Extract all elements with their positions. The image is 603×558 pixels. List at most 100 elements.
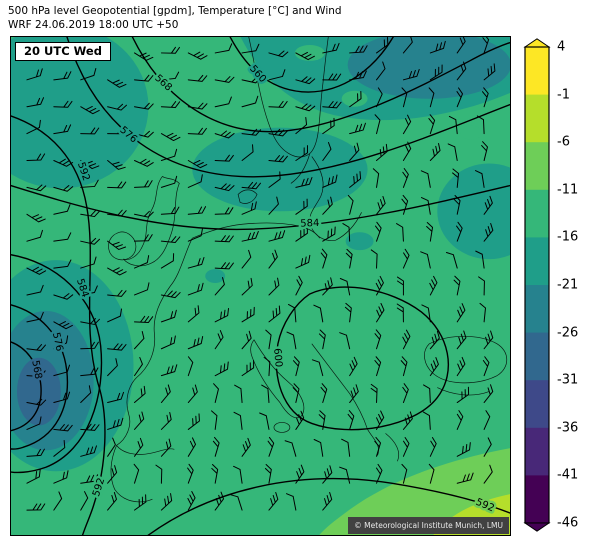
wind-barb [268, 249, 278, 269]
wind-barb [134, 330, 145, 350]
valid-time-label: 20 UTC Wed [15, 42, 111, 61]
wind-barb [402, 248, 410, 269]
colorbar-tick-label: -36 [557, 420, 579, 436]
wind-barb [268, 100, 288, 108]
wind-barb [295, 464, 305, 484]
wind-barb [187, 159, 208, 169]
wind-barb [376, 302, 385, 323]
wind-barb [134, 315, 154, 323]
wind-barb [107, 465, 118, 484]
wind-barb [376, 410, 385, 430]
wind-barb [429, 275, 438, 296]
wind-barb [420, 251, 431, 269]
wind-barb [214, 262, 234, 270]
wind-barb [349, 384, 359, 404]
wind-barb [286, 493, 297, 511]
wind-barb [456, 386, 470, 404]
wind-barb [287, 303, 297, 323]
wind-barb [295, 51, 315, 61]
wind-barb [241, 330, 252, 350]
wind-barb [375, 275, 384, 296]
wind-barb [456, 61, 467, 81]
wind-barb [402, 68, 420, 81]
wind-barb [134, 52, 154, 61]
contour-568 [131, 37, 510, 133]
wind-barb [452, 168, 460, 188]
colorbar-tick-label: 4 [557, 39, 566, 55]
wind-barb [263, 356, 271, 377]
wind-barb [80, 237, 101, 245]
title-line-1: 500 hPa level Geopotential [gpdm], Tempe… [8, 5, 342, 17]
wind-barb [187, 51, 208, 60]
wind-barb [187, 257, 205, 269]
wind-barb [107, 127, 127, 135]
wind-barb [475, 250, 485, 269]
wind-barb [349, 90, 362, 108]
wind-barb [187, 305, 200, 323]
colorbar-top-arrow [523, 38, 551, 48]
contour-592-south [147, 478, 510, 535]
wind-barb [474, 170, 485, 188]
wind-barb [313, 438, 324, 457]
wind-barb [187, 413, 200, 430]
wind-barb [376, 61, 386, 81]
wind-barb [214, 76, 235, 83]
colorbar-tick-label: -1 [557, 87, 570, 103]
wind-barb [402, 383, 409, 404]
contour-600 [275, 286, 450, 431]
wind-barb [80, 445, 97, 457]
wind-barb [241, 360, 255, 377]
wind-barb [160, 206, 180, 215]
wind-barb [26, 284, 44, 296]
wind-barbs [26, 37, 496, 511]
wind-barb [396, 303, 404, 323]
wind-barb [155, 464, 163, 484]
wind-barb [107, 491, 117, 511]
wind-barb [429, 437, 437, 457]
wind-barb [428, 87, 435, 108]
wind-barb [26, 344, 46, 351]
wind-barb [429, 40, 446, 54]
wind-barb [259, 412, 270, 430]
wind-barb [483, 437, 492, 457]
colorbar-segment [525, 427, 549, 476]
wind-barb [482, 356, 490, 377]
wind-barb [295, 225, 308, 242]
wind-barb [160, 132, 181, 142]
wind-barb [213, 383, 219, 404]
wind-barb [265, 329, 272, 350]
wind-barb [134, 494, 147, 511]
wind-barb [268, 305, 281, 323]
wind-barb [481, 87, 489, 108]
wind-barb [187, 491, 196, 511]
wind-barb [284, 440, 297, 457]
wind-barb [402, 436, 410, 457]
wind-barb [295, 176, 313, 188]
wind-barb [53, 71, 72, 81]
colorbar: 4 -1 -6 -11 -16 -21 -26 -31 -36 -41 -46 [523, 38, 599, 534]
wind-barb [456, 472, 474, 484]
colorbar-segment [525, 94, 549, 143]
wind-barb [322, 196, 333, 215]
wind-barb [233, 465, 243, 484]
colorbar-segment [525, 380, 549, 429]
wind-barb [214, 183, 235, 192]
wind-barb [160, 309, 177, 323]
wind-barb [134, 234, 153, 242]
wind-barb [26, 448, 45, 457]
wind-barb [107, 79, 127, 88]
wind-barb [80, 491, 89, 511]
contour-label: 584 [300, 218, 319, 230]
wind-barb [187, 127, 207, 135]
wind-barb [447, 143, 458, 162]
wind-barb [187, 437, 197, 457]
wind-barb [214, 207, 234, 215]
wind-barb [241, 181, 261, 190]
wind-barb [261, 384, 270, 404]
wind-barb [160, 335, 176, 350]
wind-barb [320, 383, 328, 404]
wind-barb [483, 195, 493, 215]
wind-barb [134, 210, 154, 218]
wind-barb [214, 307, 230, 323]
wind-barb [26, 266, 47, 275]
